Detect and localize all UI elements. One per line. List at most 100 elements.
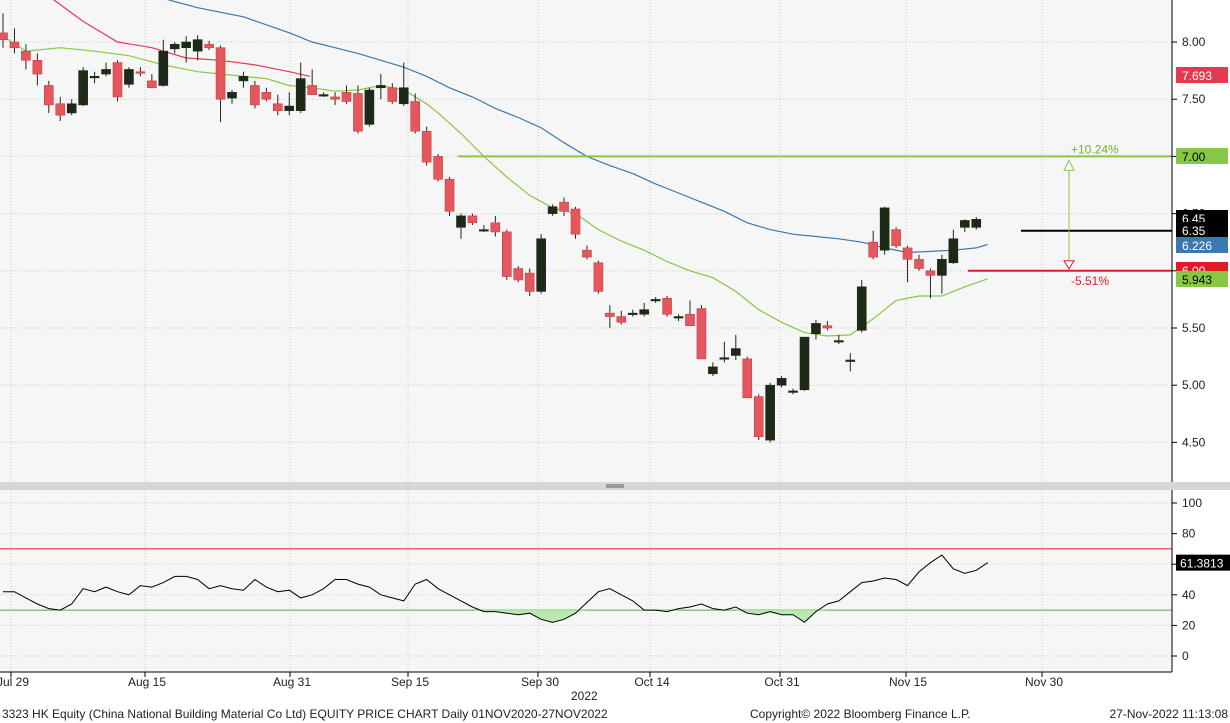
price-y-tick-label: 8.00 xyxy=(1182,35,1206,49)
candle-body xyxy=(834,340,844,343)
candle-body xyxy=(43,85,54,106)
candle xyxy=(169,42,180,54)
rsi-y-tick-label: 0 xyxy=(1182,649,1189,663)
x-axis-tick-label: Oct 14 xyxy=(634,675,670,689)
candle-body xyxy=(124,69,134,85)
candle-body xyxy=(89,76,100,79)
measure-up-percent: +10.24% xyxy=(1071,142,1119,156)
candle xyxy=(501,229,512,280)
candle xyxy=(284,92,295,116)
candle xyxy=(959,219,970,232)
candle-body xyxy=(753,396,764,437)
candle-body xyxy=(765,384,775,441)
candle-body xyxy=(318,94,329,97)
price-tag: 6.35 xyxy=(1176,222,1228,238)
candle xyxy=(685,300,695,327)
candle xyxy=(112,60,123,102)
candle-body xyxy=(55,103,66,116)
candle xyxy=(559,197,569,216)
candle-body xyxy=(421,130,432,163)
candle xyxy=(765,382,775,443)
candle-body xyxy=(204,43,214,49)
candle-body xyxy=(811,323,821,335)
candle xyxy=(124,67,134,88)
candle xyxy=(547,204,558,216)
candle-body xyxy=(593,262,604,292)
candle xyxy=(937,254,947,294)
x-axis-tick-label: Aug 31 xyxy=(273,675,311,689)
x-axis-tick-label: Oct 31 xyxy=(764,675,800,689)
candle xyxy=(639,302,650,317)
candle-body xyxy=(845,359,856,362)
candle-body xyxy=(868,241,879,258)
candle xyxy=(135,67,146,77)
candle-body xyxy=(639,309,650,315)
candle xyxy=(776,376,787,388)
price-y-tick-label: 5.50 xyxy=(1182,321,1206,335)
candle xyxy=(89,71,100,84)
candle xyxy=(43,80,54,113)
candle-body xyxy=(536,238,546,292)
candle xyxy=(742,356,753,399)
candle xyxy=(318,92,329,97)
candle-body xyxy=(433,156,443,180)
candle xyxy=(158,39,169,87)
price-tag-background xyxy=(1176,271,1228,287)
grid-lines xyxy=(0,0,1172,672)
candle xyxy=(490,215,501,237)
candle-body xyxy=(662,297,672,315)
candle xyxy=(822,321,833,331)
candle xyxy=(410,93,421,134)
price-y-tick-label: 5.00 xyxy=(1182,378,1206,392)
candle xyxy=(215,45,226,123)
candle xyxy=(66,99,77,116)
price-tag-background xyxy=(1176,237,1228,253)
candle-body xyxy=(238,76,249,82)
candle-body xyxy=(66,103,77,114)
candle-body xyxy=(158,50,169,86)
candle xyxy=(192,35,203,61)
candle xyxy=(914,254,924,271)
footer-timestamp: 27-Nov-2022 11:13:08 xyxy=(1109,707,1228,721)
moving-average-line xyxy=(166,0,988,254)
price-y-tick-label: 7.50 xyxy=(1182,92,1206,106)
candle-body xyxy=(788,390,798,393)
candle-body xyxy=(627,312,638,315)
candle-body xyxy=(708,366,718,375)
candle-body xyxy=(215,47,226,100)
candle xyxy=(78,67,88,107)
candle-body xyxy=(32,60,43,75)
candle-body xyxy=(9,41,20,49)
candle xyxy=(788,388,798,395)
candle xyxy=(925,268,936,299)
candle-body xyxy=(307,85,317,95)
candle-body xyxy=(925,270,936,276)
candle xyxy=(753,394,764,441)
candle xyxy=(845,353,856,372)
price-tag: 6.226 xyxy=(1176,237,1228,253)
percent-measure-tool: +10.24% -5.51% xyxy=(1063,142,1119,288)
x-axis-tick-label: Aug 15 xyxy=(128,675,166,689)
x-axis-tick-label: Jul 29 xyxy=(0,675,29,689)
measure-down-percent: -5.51% xyxy=(1071,274,1109,288)
candle xyxy=(902,245,913,283)
price-tag: 5.943 xyxy=(1176,271,1228,287)
candle-body xyxy=(914,259,924,269)
candle-body xyxy=(696,308,707,360)
rsi-value-tag-background xyxy=(1176,554,1230,571)
candle xyxy=(295,62,306,113)
price-tag-value: 7.00 xyxy=(1182,150,1206,164)
measure-down-arrow xyxy=(1063,260,1075,270)
candle-body xyxy=(376,85,386,89)
rsi-y-tick-label: 80 xyxy=(1182,527,1196,541)
candle xyxy=(227,90,237,104)
candle xyxy=(9,28,20,54)
candlestick-series xyxy=(0,13,982,443)
candle xyxy=(524,268,535,296)
candle xyxy=(536,234,546,294)
price-tag-value: 6.35 xyxy=(1182,224,1206,238)
pane-splitter-handle[interactable] xyxy=(606,484,624,488)
candle-body xyxy=(353,93,363,132)
rsi-indicator xyxy=(0,548,1172,623)
price-y-tick-label: 4.50 xyxy=(1182,435,1206,449)
